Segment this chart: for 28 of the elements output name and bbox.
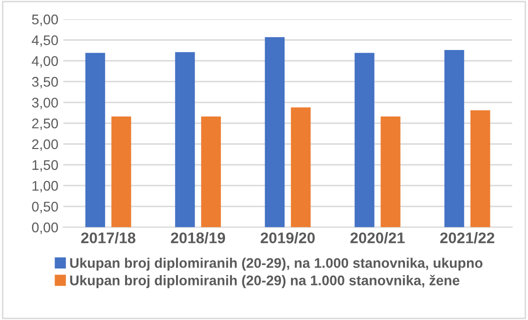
- y-tick-label: 4,50: [32, 35, 58, 47]
- x-tick-label: 2020/21: [350, 232, 405, 244]
- bar: [85, 52, 106, 228]
- bar: [111, 116, 132, 228]
- y-tick-label: 0,00: [32, 222, 58, 234]
- bar: [175, 52, 195, 228]
- x-tick-label: 2019/20: [260, 232, 315, 244]
- bar: [264, 37, 285, 228]
- bar: [290, 107, 311, 228]
- y-tick-label: 5,00: [32, 14, 58, 26]
- y-tick-label: 1,00: [32, 180, 58, 192]
- bar: [470, 110, 490, 228]
- x-tick-label: 2018/19: [170, 232, 226, 244]
- y-tick-label: 4,00: [32, 56, 58, 68]
- bar: [380, 116, 400, 228]
- y-tick-label: 2,50: [32, 118, 58, 130]
- bar: [444, 50, 464, 228]
- y-tick-label: 1,50: [32, 160, 58, 172]
- y-tick-label: 3,00: [32, 98, 58, 110]
- legend-label: Ukupan broj diplomiranih (20-29) na 1.000 stanovnika, žene: [70, 274, 460, 288]
- y-tick-label: 2,00: [32, 139, 58, 151]
- y-tick-label: 0,50: [32, 202, 58, 214]
- x-tick-label: 2017/18: [81, 232, 136, 244]
- y-tick-label: 3,50: [32, 76, 58, 88]
- bar: [354, 52, 374, 228]
- legend-label: Ukupan broj diplomiranih (20-29), na 1.000 stanovnika, ukupno: [70, 258, 482, 271]
- bar: [201, 116, 221, 228]
- x-tick-label: 2021/22: [440, 232, 494, 244]
